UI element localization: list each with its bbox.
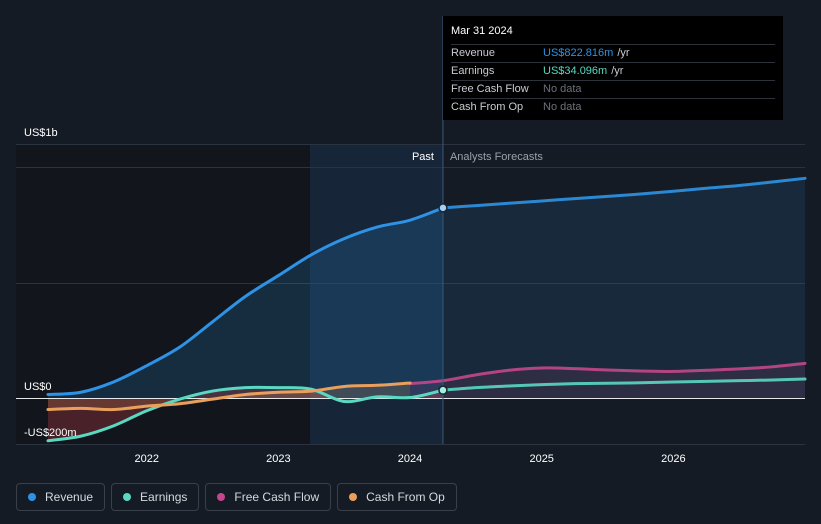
tooltip-row-earnings: Earnings US$34.096m /yr <box>451 63 775 81</box>
legend: Revenue Earnings Free Cash Flow Cash Fro… <box>16 483 457 511</box>
revenue-forecast-area <box>442 178 805 398</box>
revenue-area <box>48 207 443 398</box>
cash-from-op-dot-icon <box>349 493 358 501</box>
free-cash-flow-dot-icon <box>217 493 226 501</box>
free-cash-flow-forecast-line <box>408 361 807 386</box>
tooltip-row-cash-from-op: Cash From Op No data <box>451 99 775 116</box>
tooltip-date: Mar 31 2024 <box>451 22 775 45</box>
revenue-line <box>46 206 445 397</box>
legend-label: Cash From Op <box>366 490 445 504</box>
legend-label: Revenue <box>45 490 94 504</box>
legend-item-free-cash-flow[interactable]: Free Cash Flow <box>205 483 332 511</box>
legend-item-earnings[interactable]: Earnings <box>111 483 200 511</box>
y-label-top: US$1b <box>24 127 58 139</box>
cash-from-op-line <box>46 381 412 412</box>
legend-label: Earnings <box>140 490 188 504</box>
cash-from-op-area <box>48 382 411 410</box>
revenue-marker <box>438 203 448 213</box>
legend-item-cash-from-op[interactable]: Cash From Op <box>337 483 457 511</box>
tooltip: Mar 31 2024 Revenue US$822.816m /yr Earn… <box>443 16 783 120</box>
tooltip-label: Free Cash Flow <box>451 83 529 95</box>
tooltip-unit: /yr <box>617 47 630 59</box>
earnings-line <box>46 385 445 443</box>
free-cash-flow-area <box>410 363 805 398</box>
x-tick-label: 2026 <box>661 453 685 465</box>
tooltip-row-revenue: Revenue US$822.816m /yr <box>451 45 775 63</box>
y-label-bottom: -US$200m <box>24 427 77 439</box>
forecast-label: Analysts Forecasts <box>450 151 543 163</box>
tooltip-value: US$822.816m <box>543 47 614 59</box>
y-label-zero: US$0 <box>24 381 52 393</box>
tooltip-unit: /yr <box>611 65 624 77</box>
earnings-dot-icon <box>123 493 132 501</box>
earnings-marker <box>438 385 448 395</box>
x-tick-label: 2022 <box>134 453 158 465</box>
tooltip-label: Earnings <box>451 65 495 77</box>
legend-label: Free Cash Flow <box>234 490 320 504</box>
tooltip-row-free-cash-flow: Free Cash Flow No data <box>451 81 775 99</box>
past-label: Past <box>412 151 434 163</box>
x-tick-label: 2024 <box>398 453 422 465</box>
earnings-forecast-line <box>441 377 807 392</box>
legend-item-revenue[interactable]: Revenue <box>16 483 106 511</box>
tooltip-value: No data <box>543 83 582 95</box>
tooltip-value: US$34.096m <box>543 65 608 77</box>
past-region <box>309 144 443 444</box>
revenue-forecast-line <box>441 176 807 210</box>
tooltip-label: Cash From Op <box>451 101 524 113</box>
revenue-dot-icon <box>28 493 36 501</box>
x-tick-label: 2023 <box>266 453 290 465</box>
tooltip-label: Revenue <box>451 47 496 59</box>
x-tick-label: 2025 <box>529 453 553 465</box>
tooltip-value: No data <box>543 101 582 113</box>
